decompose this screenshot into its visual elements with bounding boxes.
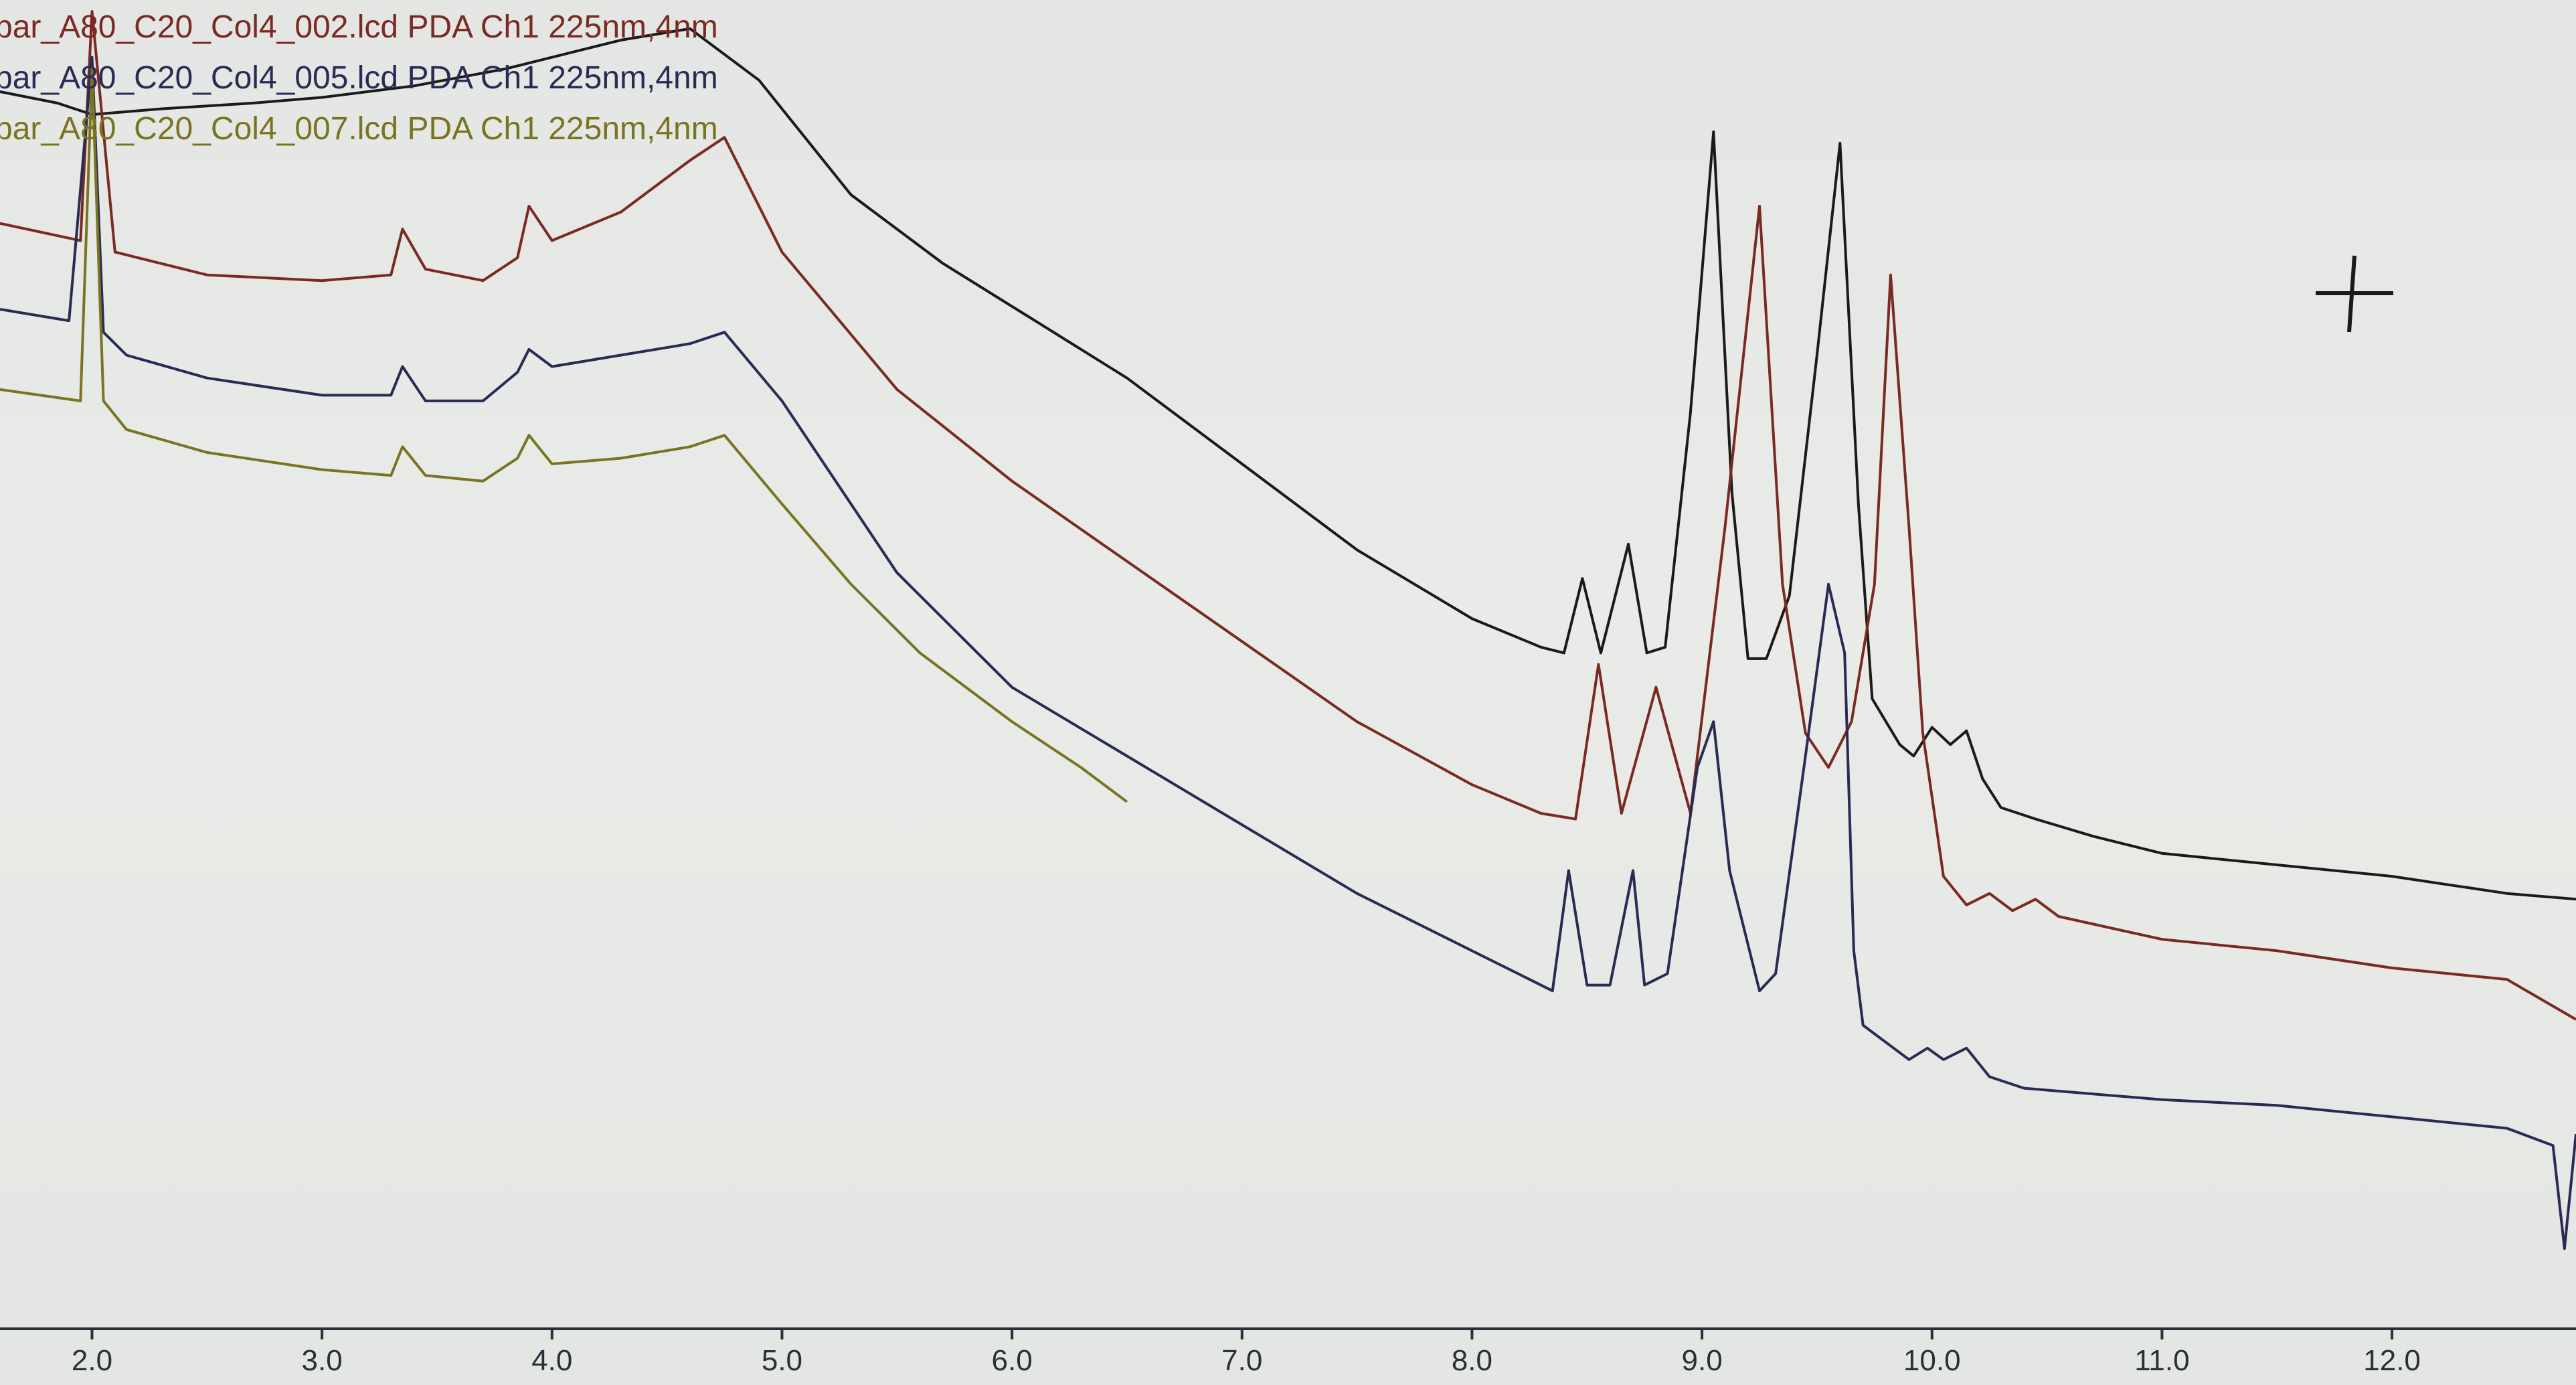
x-tick-label: 11.0 xyxy=(2134,1344,2189,1377)
crosshair-cursor-icon xyxy=(2316,255,2393,333)
x-tick-label: 3.0 xyxy=(302,1344,343,1377)
legend-entry-3: bar_A80_C20_Col4_005.lcd PDA Ch1 225nm,4… xyxy=(0,60,718,96)
trace-line-3 xyxy=(0,56,2576,1250)
x-tick-label: 12.0 xyxy=(2363,1344,2421,1377)
x-tick-label: 10.0 xyxy=(1903,1344,1961,1377)
trace-line-4 xyxy=(0,67,1128,803)
trace-line-1 xyxy=(0,27,2576,901)
x-tick-label: 2.0 xyxy=(72,1344,112,1377)
x-tick-label: 7.0 xyxy=(1221,1344,1262,1377)
chart-legend: bar_A80_C20_Col4_001.lcd PDA Ch1 225nm,4… xyxy=(0,9,718,147)
legend-entry-4: bar_A80_C20_Col4_007.lcd PDA Ch1 225nm,4… xyxy=(0,111,718,147)
trace-line-2 xyxy=(0,10,2576,1021)
x-tick-label: 4.0 xyxy=(531,1344,572,1377)
x-tick-label: 9.0 xyxy=(1682,1344,1723,1377)
x-tick-label: 6.0 xyxy=(992,1344,1033,1377)
legend-entry-2: bar_A80_C20_Col4_002.lcd PDA Ch1 225nm,4… xyxy=(0,9,718,45)
x-tick-label: 8.0 xyxy=(1452,1344,1492,1377)
x-axis-ticks: 2.0 3.0 4.0 5.0 6.0 7.0 8.0 9.0 10.0 11.0 12.0 xyxy=(72,1329,2421,1377)
x-tick-label: 5.0 xyxy=(762,1344,802,1377)
trace-group xyxy=(0,10,2576,1250)
